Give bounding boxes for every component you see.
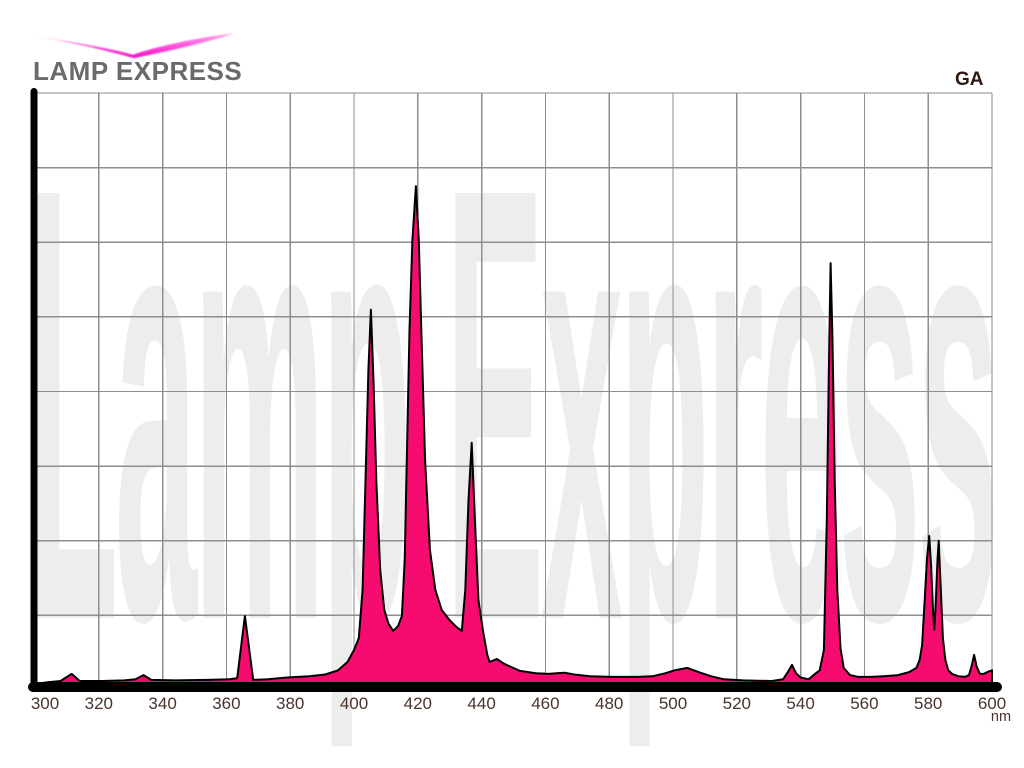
x-tick-label: 320 <box>84 694 113 713</box>
x-tick-label: 580 <box>914 694 943 713</box>
y-axis-line <box>30 88 38 692</box>
x-tick-label: 500 <box>658 694 688 713</box>
x-tick-label: 520 <box>722 694 751 713</box>
x-tick-label: 300 <box>30 694 60 713</box>
grid-lines <box>35 92 993 690</box>
corner-label: GA <box>955 69 984 90</box>
x-axis-unit-label: nm <box>990 709 1012 725</box>
x-tick-label: 420 <box>403 694 432 713</box>
brand-logo-text: LAMP EXPRESS <box>33 56 243 86</box>
x-tick-label: 560 <box>850 694 879 713</box>
x-tick-label: 400 <box>339 694 369 713</box>
x-tick-label: 460 <box>531 694 560 713</box>
x-tick-label: 360 <box>212 694 241 713</box>
brand-swoosh-icon <box>34 33 235 59</box>
x-tick-label: 540 <box>786 694 815 713</box>
x-axis-line <box>28 682 1002 692</box>
x-tick-label: 480 <box>595 694 624 713</box>
x-tick-label: 440 <box>467 694 496 713</box>
x-tick-label: 340 <box>148 694 177 713</box>
x-tick-label: 380 <box>276 694 305 713</box>
spectrum-area <box>34 185 993 691</box>
swoosh-shape <box>34 33 235 59</box>
x-tick-label: 600 <box>977 694 1007 713</box>
